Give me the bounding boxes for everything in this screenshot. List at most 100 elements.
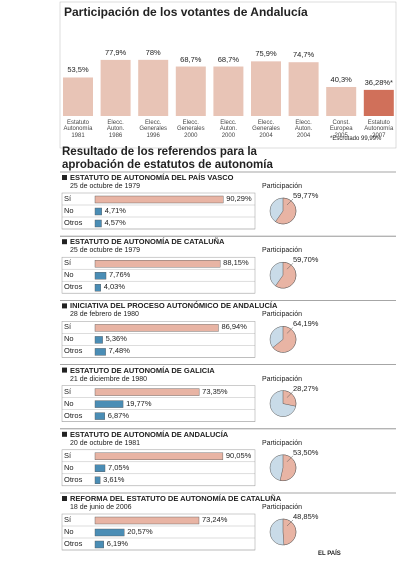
row-label: Sí bbox=[64, 450, 72, 460]
participation-frame bbox=[61, 449, 256, 487]
bar bbox=[326, 86, 357, 116]
pie-slice bbox=[282, 518, 297, 546]
bar bbox=[94, 412, 105, 420]
bullet bbox=[62, 303, 67, 309]
pie-value-label: 53,50% bbox=[293, 447, 319, 457]
value-label: 73,35% bbox=[202, 386, 228, 396]
panel-title: ESTATUTO DE AUTONOMÍA DE GALICIA bbox=[70, 365, 215, 375]
x-tick-label: Const. Europea 2005 bbox=[329, 120, 353, 139]
value-label: 75,9% bbox=[255, 49, 277, 59]
row-label: Sí bbox=[64, 258, 72, 268]
pie-value-label: 64,19% bbox=[293, 319, 319, 329]
pie-title: Participación bbox=[262, 504, 303, 511]
pie-title: Participación bbox=[262, 183, 303, 190]
pie-leader bbox=[286, 198, 294, 206]
bar bbox=[94, 219, 102, 228]
chart-title: Participación de los votantes de Andaluc… bbox=[64, 5, 308, 19]
value-label: 86,94% bbox=[221, 322, 247, 332]
pie-slice bbox=[279, 454, 297, 482]
pie-title: Participación bbox=[262, 439, 303, 447]
row-label: Otros bbox=[64, 410, 83, 420]
bar bbox=[63, 77, 93, 116]
note: *Escrutado 99,99% bbox=[330, 136, 382, 142]
value-label: 4,03% bbox=[103, 282, 125, 292]
row-label: Sí bbox=[64, 194, 72, 203]
value-label: 78% bbox=[145, 47, 161, 57]
bar bbox=[94, 284, 101, 292]
panel-subtitle: 20 de octubre de 1981 bbox=[70, 439, 141, 447]
row-label: Otros bbox=[64, 346, 83, 356]
pie-leader bbox=[286, 263, 294, 270]
value-label: 7,48% bbox=[108, 346, 130, 356]
value-label: 7,05% bbox=[108, 462, 130, 472]
x-tick-label: Estatuto Autonomía 1981 bbox=[63, 120, 93, 139]
x-tick-label: Elecc. Generales 1996 bbox=[139, 120, 168, 139]
value-label: 6,87% bbox=[107, 410, 130, 420]
value-label: 90,05% bbox=[225, 450, 252, 460]
row-label: No bbox=[64, 334, 74, 344]
panel-subtitle: 25 de octubre de 1979 bbox=[70, 183, 141, 190]
row-label: Sí bbox=[64, 515, 72, 524]
participation-frame bbox=[61, 385, 256, 422]
pie-title: Participación bbox=[262, 247, 303, 255]
row-label: Otros bbox=[64, 539, 83, 548]
value-label: 4,57% bbox=[104, 218, 126, 227]
value-label: 19,77% bbox=[126, 398, 152, 408]
pie-leader bbox=[286, 391, 294, 398]
bar bbox=[94, 476, 101, 484]
value-label: 6,19% bbox=[106, 539, 129, 548]
x-tick-label: Elecc. Auton. 2004 bbox=[294, 120, 313, 139]
bar bbox=[94, 195, 224, 204]
x-tick-label: Estatuto Autonomía 2007 bbox=[364, 120, 394, 139]
x-tick-label: Elecc. Auton. 2000 bbox=[219, 120, 238, 139]
value-label: 4,71% bbox=[104, 206, 126, 215]
row-label: Otros bbox=[64, 474, 83, 484]
row-label: No bbox=[64, 270, 74, 280]
bar bbox=[94, 540, 104, 549]
value-label: 7,76% bbox=[109, 270, 131, 280]
pie-slice bbox=[275, 261, 297, 289]
bar bbox=[94, 207, 102, 216]
row-label: Sí bbox=[64, 386, 72, 396]
value-label: 40,3% bbox=[330, 74, 352, 84]
panel-title: ESTATUTO DE AUTONOMÍA DE CATALUÑA bbox=[70, 237, 225, 247]
bar bbox=[94, 388, 200, 396]
pie-title: Participación bbox=[262, 375, 303, 383]
bullet bbox=[62, 175, 67, 180]
panel-subtitle: 25 de octubre de 1979 bbox=[70, 247, 141, 255]
x-tick-label: Elecc. Auton. 1986 bbox=[106, 120, 125, 139]
bar bbox=[94, 336, 103, 344]
bar bbox=[175, 66, 206, 116]
pie-slice bbox=[272, 326, 297, 353]
bullet bbox=[62, 239, 67, 245]
bar bbox=[94, 348, 106, 356]
bar bbox=[138, 59, 169, 116]
x-tick-label: Elecc. Generales 2004 bbox=[252, 120, 280, 139]
panel-title: ESTATUTO DE AUTONOMÍA DEL PAÍS VASCO bbox=[70, 173, 234, 182]
row-label: Otros bbox=[64, 218, 83, 227]
pie-slice bbox=[275, 197, 297, 225]
source: EL PAÍS bbox=[318, 551, 341, 557]
pie-value-label: 48,85% bbox=[293, 512, 319, 521]
panel-subtitle: 21 de diciembre de 1980 bbox=[70, 375, 148, 383]
section-title: Resultado de los referendos para la apro… bbox=[62, 146, 273, 172]
panel-title: REFORMA DEL ESTATUTO DE AUTONOMÍA DE CAT… bbox=[70, 494, 282, 503]
participation-frame bbox=[61, 321, 256, 358]
bullet bbox=[62, 431, 67, 437]
value-label: 5,36% bbox=[105, 334, 127, 344]
bar bbox=[94, 260, 221, 268]
value-label: 68,7% bbox=[217, 54, 240, 64]
participation-frame bbox=[61, 192, 256, 230]
bar bbox=[288, 62, 319, 116]
value-label: 68,7% bbox=[180, 54, 202, 64]
bar bbox=[94, 516, 200, 525]
row-label: Otros bbox=[64, 282, 83, 292]
frame bbox=[59, 1, 397, 149]
row-label: Sí bbox=[64, 322, 72, 332]
panel-subtitle: 28 de febrero de 1980 bbox=[70, 311, 139, 319]
row-label: No bbox=[64, 206, 74, 215]
value-label: 77,9% bbox=[104, 47, 127, 57]
value-label: 36,28%* bbox=[364, 77, 393, 87]
pie-value-label: 28,27% bbox=[293, 383, 319, 393]
